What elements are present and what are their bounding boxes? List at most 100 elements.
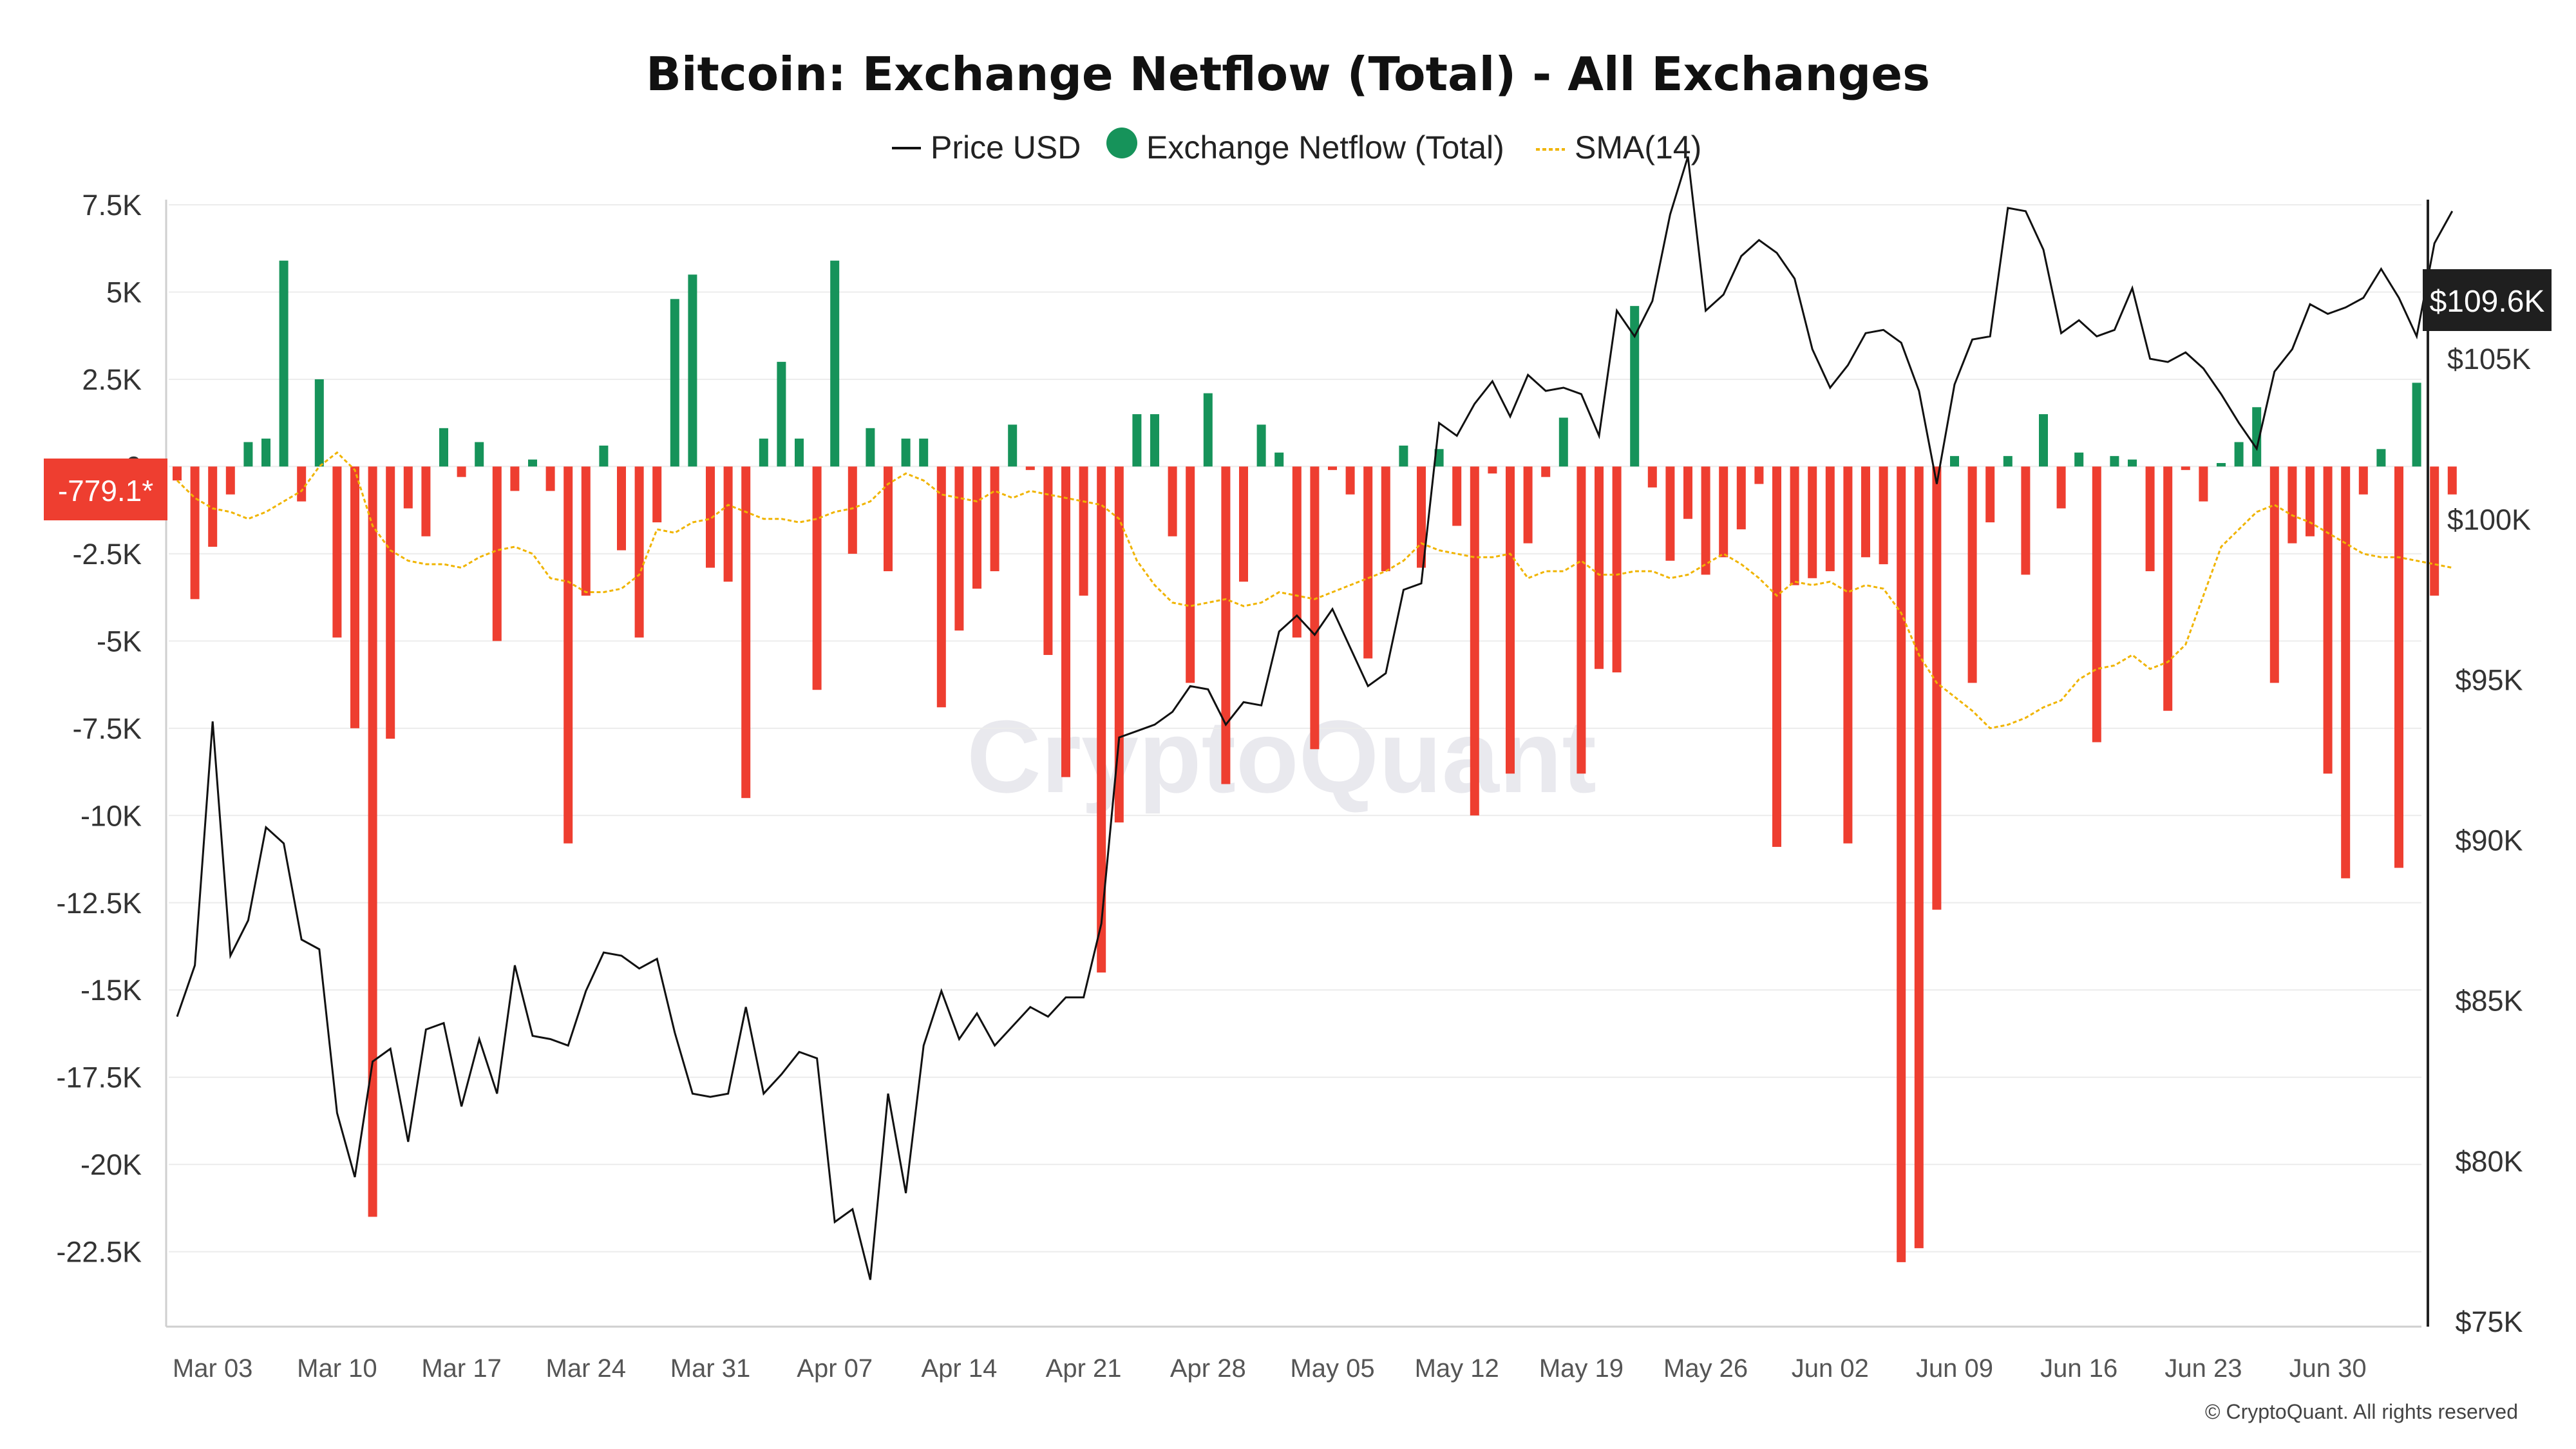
netflow-bar — [1345, 466, 1355, 495]
netflow-bar — [777, 361, 786, 467]
netflow-bar — [1132, 414, 1142, 467]
netflow-bar — [314, 379, 324, 467]
netflow-bar — [1061, 466, 1070, 777]
x-tick-label: Jun 16 — [2040, 1354, 2117, 1383]
netflow-bar — [528, 459, 537, 467]
x-tick-label: May 26 — [1663, 1354, 1748, 1383]
netflow-bar — [1470, 466, 1479, 816]
netflow-bar — [759, 439, 768, 467]
netflow-bar — [972, 466, 981, 589]
netflow-bar — [1967, 466, 1977, 683]
right-axis-ticks: $75K $80K $85K $90K $95K $100K $105K — [2447, 343, 2531, 1338]
netflow-bar — [706, 466, 715, 568]
netflow-bar — [919, 439, 929, 467]
netflow-bar — [1558, 417, 1568, 467]
netflow-bar — [1097, 466, 1106, 973]
netflow-bar — [1612, 466, 1622, 673]
netflow-bar — [670, 299, 679, 467]
netflow-bar — [225, 466, 235, 495]
price-series — [176, 156, 2454, 1280]
legend-label-price: Price USD — [931, 129, 1081, 166]
netflow-bar — [475, 442, 484, 467]
netflow-bar — [884, 466, 893, 571]
netflow-bar — [1790, 466, 1799, 585]
copyright-footer: © CryptoQuant. All rights reserved — [2205, 1400, 2518, 1423]
x-tick-label: Mar 17 — [421, 1354, 502, 1383]
netflow-bar — [1417, 466, 1426, 568]
netflow-bar — [2021, 466, 2031, 575]
netflow-bar — [599, 445, 609, 467]
netflow-bar — [2217, 462, 2226, 467]
netflow-bar — [2341, 466, 2351, 878]
netflow-bar — [901, 439, 911, 467]
netflow-bar — [1399, 445, 1408, 467]
netflow-bar — [510, 466, 520, 491]
netflow-bar — [1754, 466, 1764, 484]
netflow-bar — [457, 466, 466, 477]
current-price-badge-box — [2423, 269, 2552, 331]
y-right-tick-label: $100K — [2447, 503, 2531, 536]
netflow-bar — [1719, 466, 1728, 558]
netflow-bar — [2412, 383, 2421, 467]
y-right-tick-label: $90K — [2455, 824, 2523, 857]
legend-label-netflow: Exchange Netflow (Total) — [1146, 129, 1504, 166]
netflow-bar — [1950, 456, 1959, 467]
x-tick-label: Jun 09 — [1916, 1354, 1993, 1383]
netflow-bar — [1328, 466, 1337, 470]
netflow-bar — [1506, 466, 1515, 774]
netflow-bar — [954, 466, 964, 631]
x-tick-label: Apr 21 — [1046, 1354, 1122, 1383]
netflow-bar — [1897, 466, 1906, 1262]
y-tick-label: -17.5K — [56, 1061, 142, 1094]
y-right-tick-label: $85K — [2455, 985, 2523, 1018]
netflow-bar — [1914, 466, 1924, 1249]
legend-label-sma: SMA(14) — [1575, 129, 1701, 166]
y-tick-label: -10K — [80, 799, 142, 832]
y-right-tick-label: $105K — [2447, 343, 2531, 375]
netflow-bar — [936, 466, 946, 708]
netflow-bar — [403, 466, 413, 509]
netflow-bar — [830, 260, 840, 467]
netflow-bar — [1577, 466, 1586, 774]
netflow-bar — [261, 439, 270, 467]
y-right-tick-label: $75K — [2455, 1305, 2523, 1338]
netflow-bar — [581, 466, 591, 596]
x-tick-label: Mar 31 — [670, 1354, 751, 1383]
netflow-bar — [2074, 452, 2084, 467]
current-price-badge: $109.6K — [2423, 269, 2552, 331]
netflow-bar — [2128, 459, 2137, 467]
gridlines — [169, 204, 2421, 1253]
netflow-bar — [1043, 466, 1053, 656]
x-tick-label: Apr 07 — [797, 1354, 873, 1383]
netflow-bar — [1985, 466, 1995, 523]
netflow-bar — [2110, 456, 2119, 467]
x-tick-label: Jun 23 — [2164, 1354, 2242, 1383]
netflow-bar — [243, 442, 253, 467]
netflow-bar — [723, 466, 733, 582]
netflow-bar — [1381, 466, 1390, 571]
netflow-bar — [617, 466, 626, 551]
y-tick-label: -7.5K — [72, 712, 142, 745]
netflow-bar — [2003, 456, 2012, 467]
netflow-bar — [1114, 466, 1124, 823]
netflow-bar — [1843, 466, 1853, 844]
netflow-bar — [439, 428, 448, 467]
x-tick-label: Apr 28 — [1170, 1354, 1246, 1383]
netflow-bar — [1008, 424, 1018, 467]
y-tick-label: 5K — [106, 276, 142, 308]
watermark: CryptoQuant — [967, 699, 1596, 814]
netflow-bar — [350, 466, 359, 728]
chart-title: Bitcoin: Exchange Netflow (Total) - All … — [646, 47, 1930, 101]
netflow-bar — [1630, 306, 1640, 467]
netflow-bar — [2358, 466, 2368, 495]
y-tick-label: -15K — [80, 974, 142, 1007]
netflow-bar — [990, 466, 999, 571]
y-tick-label: -20K — [80, 1148, 142, 1181]
sma-series — [176, 451, 2453, 730]
netflow-bar — [173, 466, 182, 481]
x-tick-label: May 05 — [1290, 1354, 1374, 1383]
netflow-bar — [1363, 466, 1373, 659]
netflow-bar — [812, 466, 822, 690]
netflow-bar — [1932, 466, 1942, 910]
